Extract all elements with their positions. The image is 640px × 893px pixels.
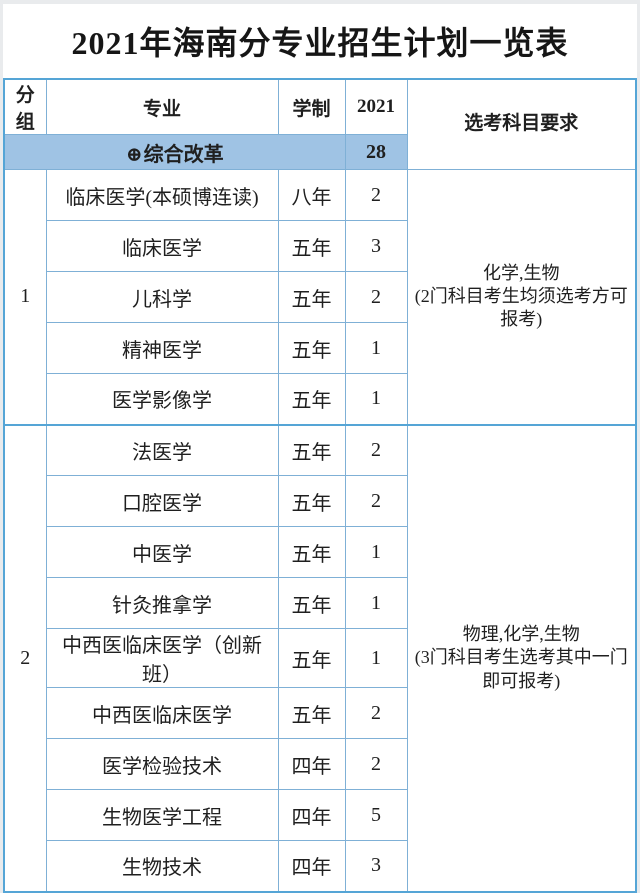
plan-cell: 5 [344, 789, 408, 841]
table-row: 中西医临床医学（创新班） 五年 1 [4, 628, 636, 688]
duration-cell: 五年 [277, 373, 346, 425]
summary-label-cell[interactable]: ⊕综合改革 [3, 134, 346, 170]
expand-icon[interactable]: ⊕ [125, 143, 143, 166]
plan-cell: 1 [344, 322, 408, 374]
plan-cell: 2 [344, 423, 408, 476]
major-cell: 中医学 [45, 526, 279, 578]
plan-cell: 1 [344, 628, 408, 688]
duration-cell: 五年 [277, 423, 346, 476]
major-cell: 针灸推拿学 [45, 577, 279, 629]
major-cell: 医学影像学 [45, 373, 279, 425]
plan-cell: 2 [344, 271, 408, 323]
table-card: 2021年海南分专业招生计划一览表 分组 专业 学制 2021 选考科目要求 ⊕… [3, 4, 637, 893]
table-row: 口腔医学 五年 2 [4, 475, 636, 527]
duration-cell: 五年 [277, 475, 346, 527]
table-row: 医学影像学 五年 1 [4, 373, 636, 425]
duration-cell: 五年 [277, 687, 346, 739]
duration-cell: 五年 [277, 577, 346, 629]
table-row: 医学检验技术 四年 2 [4, 738, 636, 790]
plan-cell: 2 [344, 169, 408, 221]
plan-cell: 2 [344, 475, 408, 527]
duration-cell: 四年 [277, 840, 346, 892]
plan-cell: 3 [344, 840, 408, 892]
col-header-major: 专业 [45, 78, 279, 135]
col-header-group: 分组 [3, 78, 47, 135]
table-row: 精神医学 五年 1 [4, 322, 636, 374]
col-header-duration: 学制 [277, 78, 346, 135]
duration-cell: 五年 [277, 322, 346, 374]
summary-total: 28 [344, 134, 408, 170]
group-id: 1 [3, 169, 47, 425]
plan-cell: 1 [344, 577, 408, 629]
table-row: 中医学 五年 1 [4, 526, 636, 578]
duration-cell: 四年 [277, 738, 346, 790]
major-cell: 法医学 [45, 423, 279, 476]
duration-cell: 五年 [277, 526, 346, 578]
major-cell: 口腔医学 [45, 475, 279, 527]
major-cell: 临床医学(本硕博连读) [45, 169, 279, 221]
duration-cell: 五年 [277, 220, 346, 272]
page-title: 2021年海南分专业招生计划一览表 [71, 25, 569, 61]
duration-cell: 四年 [277, 789, 346, 841]
col-header-year: 2021 [344, 78, 408, 135]
table-row: 临床医学 五年 3 [4, 220, 636, 272]
major-cell: 中西医临床医学 [45, 687, 279, 739]
major-cell: 生物技术 [45, 840, 279, 892]
major-cell: 医学检验技术 [45, 738, 279, 790]
subject-requirement: 化学,生物 (2门科目考生均须选考方可 报考) [406, 169, 637, 425]
table-row: 2 法医学 五年 2 物理,化学,生物 (3门科目考生选考其中一门 即可报考) [3, 423, 637, 892]
plan-cell: 3 [344, 220, 408, 272]
table-row: 儿科学 五年 2 [4, 271, 636, 323]
admission-plan-table: 分组 专业 学制 2021 选考科目要求 ⊕综合改革 28 1 临床医学(本硕博… [3, 78, 637, 893]
major-cell: 生物医学工程 [45, 789, 279, 841]
duration-cell: 五年 [277, 271, 346, 323]
major-cell: 精神医学 [45, 322, 279, 374]
major-cell: 儿科学 [45, 271, 279, 323]
col-header-subjects: 选考科目要求 [406, 78, 637, 170]
duration-cell: 八年 [277, 169, 346, 221]
table-row: 中西医临床医学 五年 2 [4, 687, 636, 739]
subject-requirement: 物理,化学,生物 (3门科目考生选考其中一门 即可报考) [406, 423, 637, 892]
summary-label: 综合改革 [143, 143, 224, 166]
table-row: 生物医学工程 四年 5 [4, 789, 636, 841]
plan-cell: 1 [344, 526, 408, 578]
duration-cell: 五年 [277, 628, 346, 688]
plan-cell: 2 [344, 738, 408, 790]
plan-cell: 2 [344, 687, 408, 739]
header-row: 分组 专业 学制 2021 选考科目要求 [3, 78, 637, 170]
plan-cell: 1 [344, 373, 408, 425]
group-id: 2 [3, 423, 47, 892]
summary-row[interactable]: ⊕综合改革 28 [3, 134, 636, 170]
major-cell: 中西医临床医学（创新班） [45, 628, 279, 688]
table-row: 1 临床医学(本硕博连读) 八年 2 化学,生物 (2门科目考生均须选考方可 报… [3, 169, 637, 425]
major-cell: 临床医学 [45, 220, 279, 272]
